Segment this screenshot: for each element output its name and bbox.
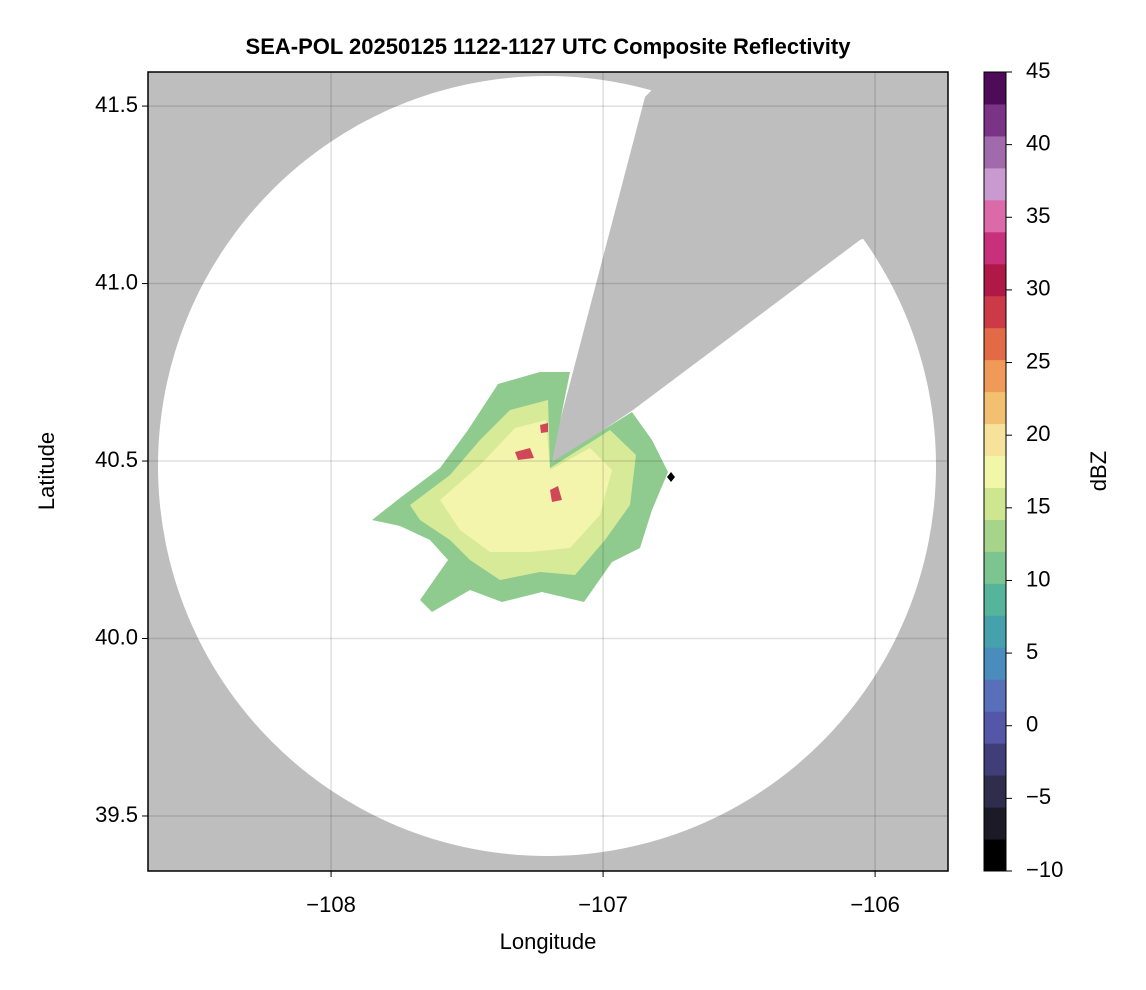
plot-frame xyxy=(147,71,949,872)
colorbar-tick-label: 25 xyxy=(1026,348,1050,373)
colorbar-tick-label: 35 xyxy=(1026,203,1050,228)
colorbar-tick-label: 30 xyxy=(1026,276,1050,301)
y-axis-label: Latitude xyxy=(34,432,59,510)
echo-peak xyxy=(515,423,562,502)
colorbar-band xyxy=(984,775,1006,808)
colorbar-band xyxy=(984,423,1006,457)
colorbar-band xyxy=(984,135,1006,169)
colorbar-tick-label: 45 xyxy=(1026,58,1050,83)
colorbar-tick-label: −10 xyxy=(1026,857,1063,882)
site-marker xyxy=(667,472,675,482)
colorbar-band xyxy=(984,583,1006,616)
colorbar-band xyxy=(984,359,1006,393)
radar-coverage xyxy=(148,72,948,871)
colorbar-band xyxy=(984,743,1006,776)
colorbar-tick-label: −5 xyxy=(1026,784,1051,809)
colorbar-band xyxy=(984,167,1006,201)
colorbar-tick-label: 15 xyxy=(1026,494,1050,519)
colorbar-band xyxy=(984,327,1006,361)
colorbar-band xyxy=(984,647,1006,680)
colorbar-tick-label: 5 xyxy=(1026,639,1038,664)
colorbar-tick-label: 10 xyxy=(1026,566,1050,591)
colorbar-band xyxy=(984,487,1006,520)
x-tick-label: −106 xyxy=(850,892,900,917)
colorbar-tick-label: 0 xyxy=(1026,712,1038,737)
y-tick-label: 40.0 xyxy=(95,624,138,649)
y-tick-label: 41.0 xyxy=(95,269,138,294)
y-tick-label: 40.5 xyxy=(95,447,138,472)
colorbar-band xyxy=(984,711,1006,744)
colorbar-band xyxy=(984,72,1006,105)
colorbar-tick-label: 20 xyxy=(1026,421,1050,446)
colorbar-band xyxy=(984,615,1006,648)
colorbar-tick-label: 40 xyxy=(1026,130,1050,155)
y-tick-label: 39.5 xyxy=(95,802,138,827)
x-tick-label: −107 xyxy=(578,892,628,917)
blocked-sector xyxy=(548,72,948,467)
chart-title: SEA-POL 20250125 1122-1127 UTC Composite… xyxy=(246,34,852,59)
colorbar-band xyxy=(984,231,1006,265)
x-axis-label: Longitude xyxy=(500,929,597,954)
colorbar-band xyxy=(984,263,1006,297)
colorbar-band xyxy=(984,679,1006,712)
colorbar-band xyxy=(984,295,1006,329)
colorbar-frame xyxy=(983,71,1007,872)
echo-core xyxy=(440,420,612,552)
x-tick-label: −108 xyxy=(306,892,356,917)
colorbar-band xyxy=(984,455,1006,488)
colorbar-band xyxy=(984,103,1006,137)
colorbar-label: dBZ xyxy=(1086,451,1111,491)
colorbar-band xyxy=(984,839,1006,872)
colorbar-band xyxy=(984,391,1006,425)
y-tick-label: 41.5 xyxy=(95,92,138,117)
colorbar-band xyxy=(984,807,1006,840)
colorbar-band xyxy=(984,199,1006,233)
colorbar-band xyxy=(984,551,1006,584)
colorbar-band xyxy=(984,519,1006,552)
